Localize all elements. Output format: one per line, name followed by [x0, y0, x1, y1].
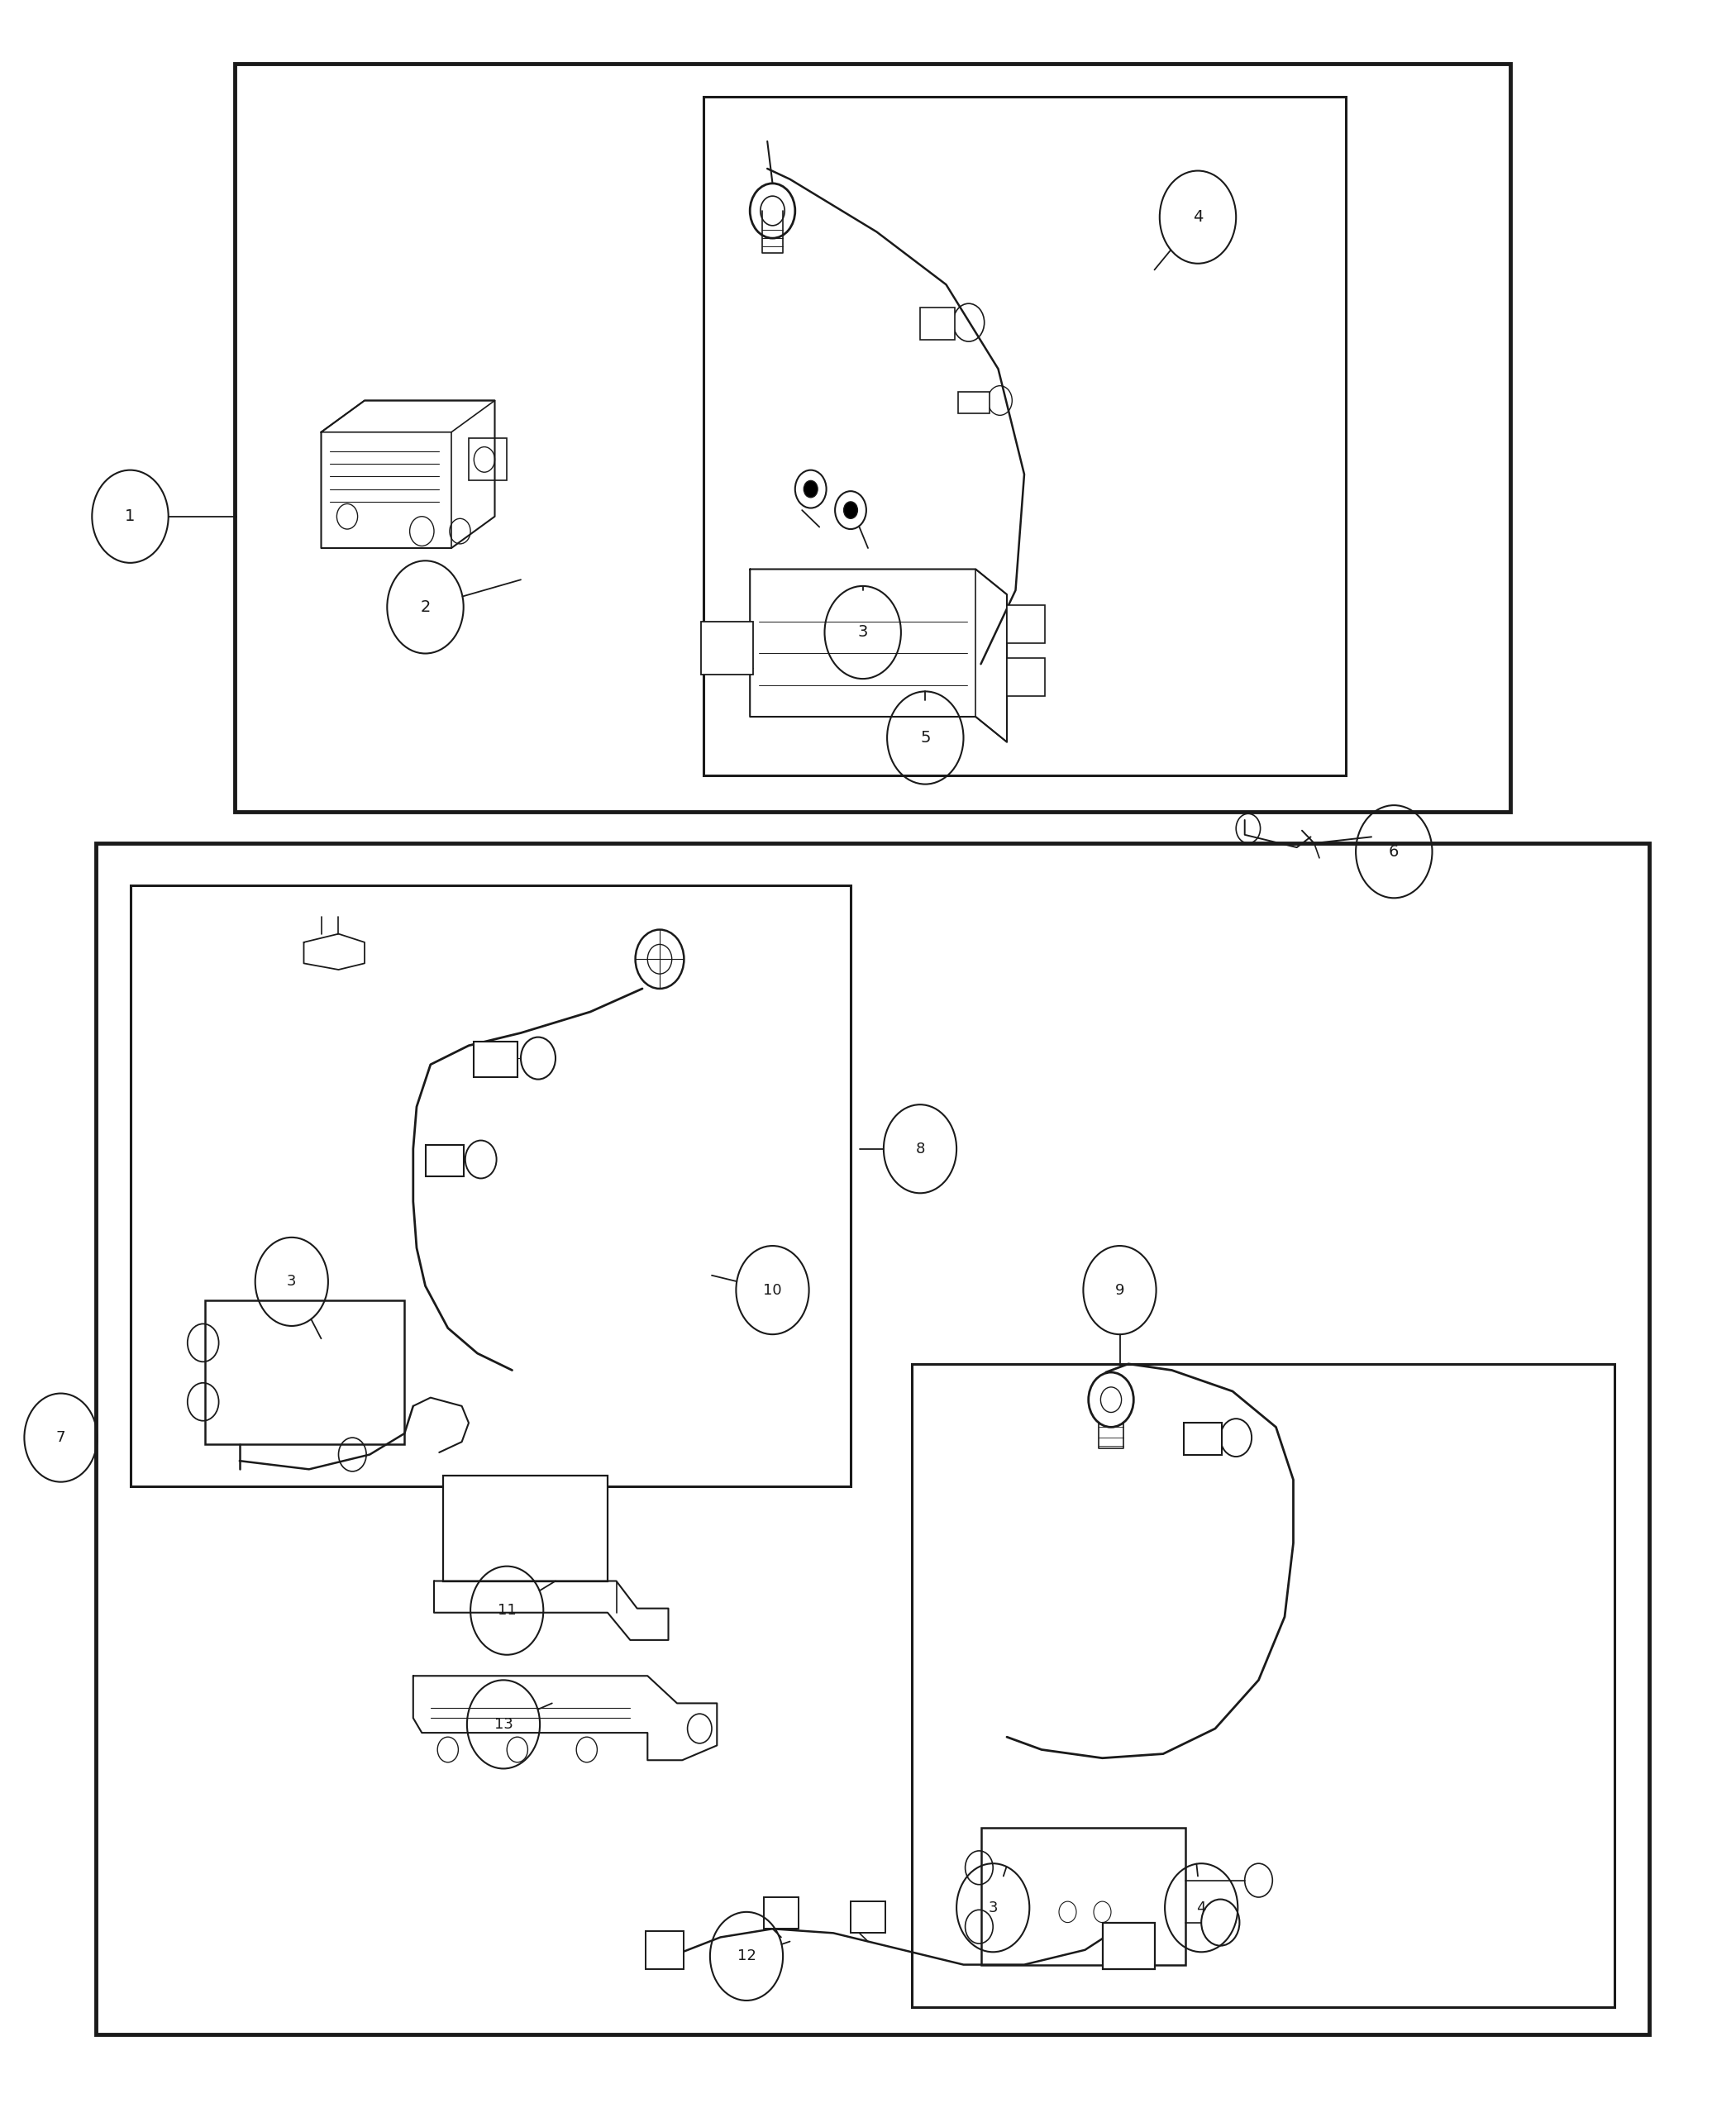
- Circle shape: [844, 502, 858, 519]
- Circle shape: [835, 491, 866, 529]
- Bar: [448, 1482, 602, 1575]
- Bar: [212, 1309, 398, 1436]
- Text: 10: 10: [764, 1282, 781, 1299]
- Text: 8: 8: [915, 1140, 925, 1157]
- Text: 6: 6: [1389, 843, 1399, 860]
- Text: 3: 3: [286, 1273, 297, 1290]
- Bar: [1102, 1922, 1154, 1969]
- Bar: [1184, 1423, 1222, 1455]
- Bar: [851, 1901, 885, 1933]
- Text: 4: 4: [1196, 1899, 1207, 1916]
- Circle shape: [1088, 1372, 1134, 1427]
- Text: 7: 7: [56, 1429, 66, 1446]
- Bar: [764, 1897, 799, 1929]
- Bar: [1007, 605, 1045, 643]
- Bar: [425, 1145, 464, 1176]
- Circle shape: [795, 470, 826, 508]
- Bar: [701, 622, 753, 675]
- Text: 3: 3: [988, 1899, 998, 1916]
- Text: 11: 11: [498, 1602, 516, 1619]
- Text: 5: 5: [920, 729, 930, 746]
- Text: 1: 1: [125, 508, 135, 525]
- Text: 2: 2: [420, 599, 431, 616]
- Bar: [474, 1041, 517, 1077]
- Text: 9: 9: [1115, 1282, 1125, 1299]
- Text: 3: 3: [858, 624, 868, 641]
- Bar: [234, 63, 1510, 812]
- Circle shape: [760, 196, 785, 226]
- Circle shape: [1101, 1387, 1121, 1412]
- Bar: [205, 1301, 404, 1444]
- Circle shape: [804, 481, 818, 497]
- Bar: [646, 1931, 684, 1969]
- Text: 13: 13: [495, 1716, 512, 1733]
- Text: 4: 4: [1193, 209, 1203, 226]
- Text: 12: 12: [738, 1948, 755, 1965]
- Bar: [130, 885, 851, 1486]
- Bar: [988, 1836, 1179, 1956]
- Bar: [958, 392, 990, 413]
- Bar: [703, 97, 1345, 776]
- Bar: [981, 1828, 1186, 1965]
- Bar: [920, 308, 955, 339]
- Bar: [443, 1476, 608, 1581]
- Bar: [95, 843, 1649, 2034]
- Bar: [1007, 658, 1045, 696]
- Bar: [469, 438, 507, 481]
- Circle shape: [750, 183, 795, 238]
- Bar: [911, 1364, 1614, 2007]
